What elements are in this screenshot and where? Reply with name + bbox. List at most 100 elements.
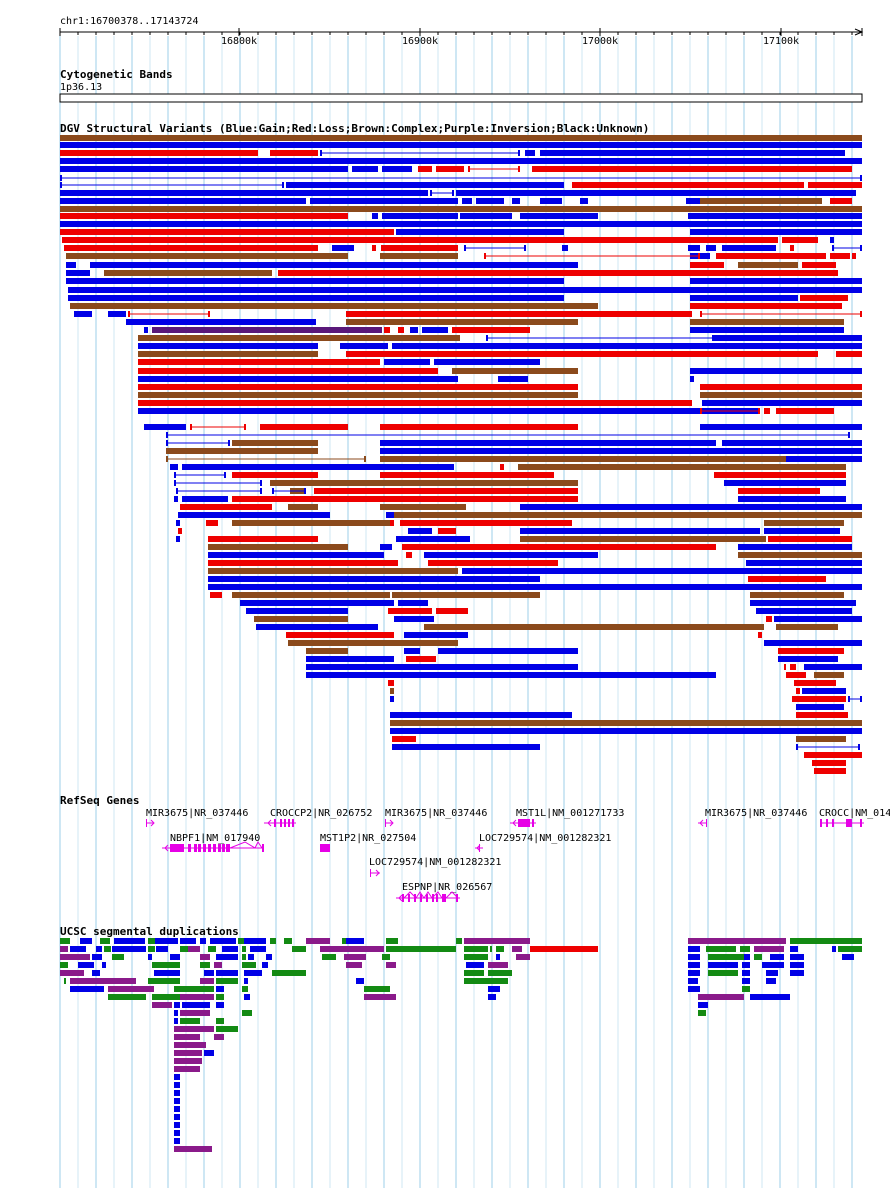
dgv-variant-end[interactable] — [304, 488, 306, 494]
segdup-purple[interactable] — [464, 938, 530, 944]
gene-exon[interactable] — [288, 819, 290, 827]
dgv-variant-loss[interactable] — [814, 768, 846, 774]
segdup-blue[interactable] — [174, 1090, 180, 1096]
segdup-purple[interactable] — [320, 946, 384, 952]
gene-label-nbpf1[interactable]: NBPF1|NM_017940 — [170, 833, 260, 844]
dgv-variant-complex[interactable] — [380, 504, 466, 510]
dgv-variant-gain[interactable] — [706, 245, 716, 251]
dgv-variant-complex[interactable] — [520, 536, 766, 542]
dgv-variant-complex[interactable] — [66, 253, 348, 259]
segdup-blue[interactable] — [216, 986, 224, 992]
dgv-variant-gain[interactable] — [60, 158, 862, 164]
dgv-variant-loss[interactable] — [418, 166, 432, 172]
segdup-purple[interactable] — [698, 994, 744, 1000]
segdup-track[interactable]: UCSC segmental duplications — [60, 925, 862, 1152]
dgv-variant-gain[interactable] — [688, 245, 700, 251]
segdup-green[interactable] — [284, 938, 292, 944]
segdup-green[interactable] — [386, 938, 398, 944]
dgv-variant-gain[interactable] — [456, 190, 856, 196]
dgv-variant-complex[interactable] — [796, 736, 846, 742]
dgv-variant-gain[interactable] — [182, 464, 454, 470]
gene-exon[interactable] — [826, 819, 828, 827]
dgv-variant-gain[interactable] — [286, 182, 564, 188]
dgv-variant-gain[interactable] — [422, 327, 448, 333]
dgv-variant-gain[interactable] — [404, 648, 420, 654]
segdup-blue[interactable] — [790, 962, 804, 968]
dgv-variant-loss[interactable] — [286, 632, 394, 638]
segdup-purple[interactable] — [60, 970, 84, 976]
gene-label-crocc[interactable]: CROCC|NM_014 — [819, 808, 890, 819]
refseq-gene-glyphs[interactable] — [146, 819, 864, 902]
dgv-variant-loss[interactable] — [532, 166, 852, 172]
segdup-green[interactable] — [200, 962, 210, 968]
segdup-blue[interactable] — [790, 946, 798, 952]
dgv-variant-loss[interactable] — [206, 520, 218, 526]
dgv-variant-gain[interactable] — [722, 440, 862, 446]
gene-exon[interactable] — [262, 844, 264, 852]
dgv-variant-loss[interactable] — [830, 198, 852, 204]
segdup-blue[interactable] — [170, 954, 180, 960]
dgv-variant-end[interactable] — [282, 182, 284, 188]
segdup-blue[interactable] — [174, 1010, 178, 1016]
dgv-variant-end[interactable] — [452, 190, 454, 196]
dgv-variant-end[interactable] — [860, 175, 862, 181]
segdup-purple[interactable] — [214, 1034, 224, 1040]
dgv-variant-complex[interactable] — [232, 592, 390, 598]
dgv-variant-loss[interactable] — [384, 327, 390, 333]
dgv-variant-complex[interactable] — [776, 624, 838, 630]
gene-exon[interactable] — [170, 844, 184, 852]
segdup-blue[interactable] — [790, 954, 804, 960]
dgv-variant-loss[interactable] — [796, 712, 848, 718]
dgv-variant-loss[interactable] — [400, 520, 572, 526]
segdup-blue[interactable] — [742, 962, 750, 968]
dgv-variant-gain[interactable] — [170, 464, 178, 470]
dgv-variant-complex[interactable] — [394, 512, 862, 518]
dgv-variant-end[interactable] — [860, 696, 862, 702]
segdup-blue[interactable] — [155, 938, 178, 944]
segdup-green[interactable] — [464, 970, 484, 976]
dgv-variant-gain[interactable] — [138, 408, 760, 414]
segdup-green[interactable] — [148, 938, 155, 944]
dgv-variant-gain[interactable] — [796, 704, 844, 710]
dgv-variant-gain[interactable] — [410, 327, 418, 333]
dgv-variant-loss[interactable] — [786, 672, 806, 678]
dgv-variant-loss[interactable] — [381, 245, 458, 251]
segdup-blue[interactable] — [154, 970, 180, 976]
dgv-variant-gain[interactable] — [744, 245, 776, 251]
dgv-variant-end[interactable] — [166, 440, 168, 446]
segdup-red[interactable] — [530, 946, 598, 952]
dgv-variant-gain[interactable] — [520, 213, 598, 219]
segdup-green[interactable] — [272, 970, 306, 976]
segdup-green[interactable] — [742, 986, 750, 992]
dgv-variant-loss[interactable] — [758, 632, 762, 638]
dgv-variant-complex[interactable] — [750, 592, 844, 598]
segdup-blue[interactable] — [114, 938, 145, 944]
dgv-variant-gain[interactable] — [386, 512, 394, 518]
dgv-variant-gain[interactable] — [306, 656, 394, 662]
gene-exon[interactable] — [226, 844, 230, 852]
dgv-variant-loss[interactable] — [700, 384, 862, 390]
segdup-green[interactable] — [456, 938, 462, 944]
dgv-variant-gain[interactable] — [690, 376, 694, 382]
dgv-variant-loss[interactable] — [452, 327, 530, 333]
segdup-blue[interactable] — [770, 954, 784, 960]
segdup-green[interactable] — [242, 954, 246, 960]
dgv-variant-gain[interactable] — [176, 520, 180, 526]
gene-exon[interactable] — [820, 819, 822, 827]
segdup-purple[interactable] — [60, 946, 68, 952]
dgv-variant-gain[interactable] — [512, 198, 520, 204]
dgv-variant-gain[interactable] — [398, 600, 428, 606]
dgv-variant-gain[interactable] — [390, 712, 572, 718]
refseq-track[interactable]: RefSeq Genes MIR3675|NR_037446 CROCCP2|N… — [60, 794, 890, 902]
dgv-variant-end[interactable] — [228, 440, 230, 446]
dgv-variant-loss[interactable] — [346, 311, 692, 317]
segdup-purple[interactable] — [754, 946, 784, 952]
segdup-green[interactable] — [496, 946, 504, 952]
dgv-variant-complex[interactable] — [70, 303, 598, 309]
gene-exon[interactable] — [222, 844, 225, 852]
segdup-green[interactable] — [180, 1018, 200, 1024]
segdup-purple[interactable] — [174, 1050, 202, 1056]
dgv-variant-loss[interactable] — [138, 368, 438, 374]
dgv-variant-gain[interactable] — [60, 166, 348, 172]
dgv-variant-end[interactable] — [518, 166, 520, 172]
